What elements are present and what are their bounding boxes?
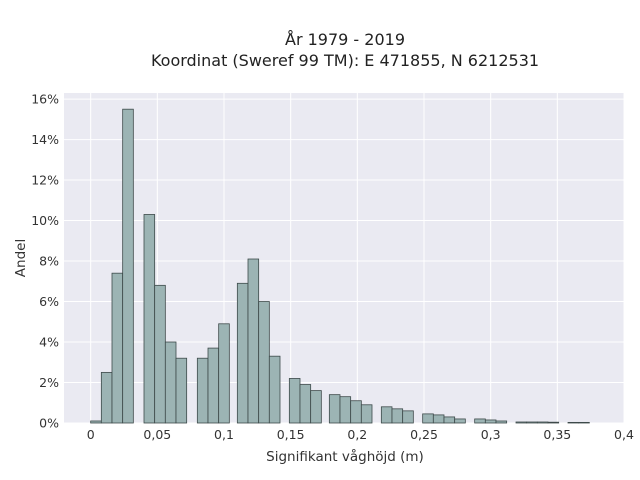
chart-subtitle: Koordinat (Sweref 99 TM): E 471855, N 62… bbox=[151, 51, 539, 70]
histogram-bar bbox=[391, 408, 404, 424]
y-axis-label: Andel bbox=[13, 239, 29, 277]
y-tick-label: 4% bbox=[39, 335, 59, 350]
y-tick-label: 6% bbox=[39, 294, 59, 309]
histogram-bar bbox=[164, 341, 177, 424]
histogram-bar bbox=[236, 282, 249, 424]
y-tick-label: 14% bbox=[31, 132, 59, 147]
histogram-bar bbox=[328, 394, 341, 424]
y-axis-ticks: 0% 2% 4% 6% 8% 10% 12% 14% 16% bbox=[31, 92, 59, 431]
histogram-bar bbox=[432, 414, 445, 424]
histogram-bar bbox=[536, 421, 549, 424]
histogram-bar bbox=[474, 418, 486, 424]
histogram-bar bbox=[100, 371, 113, 424]
y-tick-label: 10% bbox=[31, 213, 59, 228]
x-tick-label: 0,1 bbox=[214, 427, 234, 442]
y-tick-label: 16% bbox=[31, 92, 59, 107]
histogram-bar bbox=[495, 420, 508, 424]
histogram-bar bbox=[443, 416, 456, 424]
histogram-bar bbox=[310, 390, 322, 424]
bars bbox=[90, 108, 590, 424]
x-tick-label: 0,35 bbox=[543, 427, 571, 442]
x-tick-label: 0,4 bbox=[614, 427, 634, 442]
histogram-bar bbox=[175, 357, 188, 424]
histogram-bar bbox=[218, 323, 230, 424]
histogram-bar bbox=[90, 420, 102, 424]
y-tick-label: 0% bbox=[39, 416, 59, 431]
histogram-bar bbox=[196, 357, 209, 424]
histogram-bar bbox=[143, 214, 156, 424]
histogram-bar bbox=[515, 421, 528, 424]
histogram-bar bbox=[299, 384, 312, 424]
histogram-bar bbox=[360, 404, 373, 424]
x-tick-label: 0,2 bbox=[347, 427, 367, 442]
histogram-bar bbox=[380, 406, 393, 424]
histogram-bar bbox=[339, 396, 352, 424]
histogram-bar bbox=[402, 410, 414, 424]
x-axis-ticks: 0 0,05 0,1 0,15 0,2 0,25 0,3 0,35 0,4 bbox=[87, 427, 634, 442]
histogram-bar bbox=[567, 421, 580, 424]
histogram-bar bbox=[154, 284, 166, 424]
x-tick-label: 0,15 bbox=[277, 427, 305, 442]
histogram-bar bbox=[288, 378, 301, 424]
y-tick-label: 2% bbox=[39, 375, 59, 390]
histogram-bar bbox=[111, 272, 124, 424]
histogram-bar bbox=[247, 258, 260, 424]
histogram-bar bbox=[526, 421, 538, 424]
histogram-bar bbox=[258, 301, 270, 424]
histogram-bar bbox=[578, 421, 590, 424]
x-tick-label: 0,3 bbox=[481, 427, 501, 442]
y-tick-label: 12% bbox=[31, 173, 59, 188]
y-tick-label: 8% bbox=[39, 254, 59, 269]
x-axis-label: Signifikant våghöjd (m) bbox=[266, 448, 424, 465]
histogram-bar bbox=[268, 355, 281, 424]
histogram-bar bbox=[350, 400, 362, 424]
histogram-bar bbox=[122, 108, 134, 424]
histogram-bar bbox=[422, 413, 434, 424]
chart-title: År 1979 - 2019 bbox=[285, 30, 405, 49]
histogram-bar bbox=[207, 347, 220, 424]
x-tick-label: 0,05 bbox=[143, 427, 171, 442]
x-tick-label: 0,25 bbox=[410, 427, 438, 442]
histogram-bar bbox=[484, 419, 497, 424]
histogram-bar bbox=[454, 418, 466, 424]
x-tick-label: 0 bbox=[87, 427, 95, 442]
histogram-bar bbox=[547, 421, 560, 424]
